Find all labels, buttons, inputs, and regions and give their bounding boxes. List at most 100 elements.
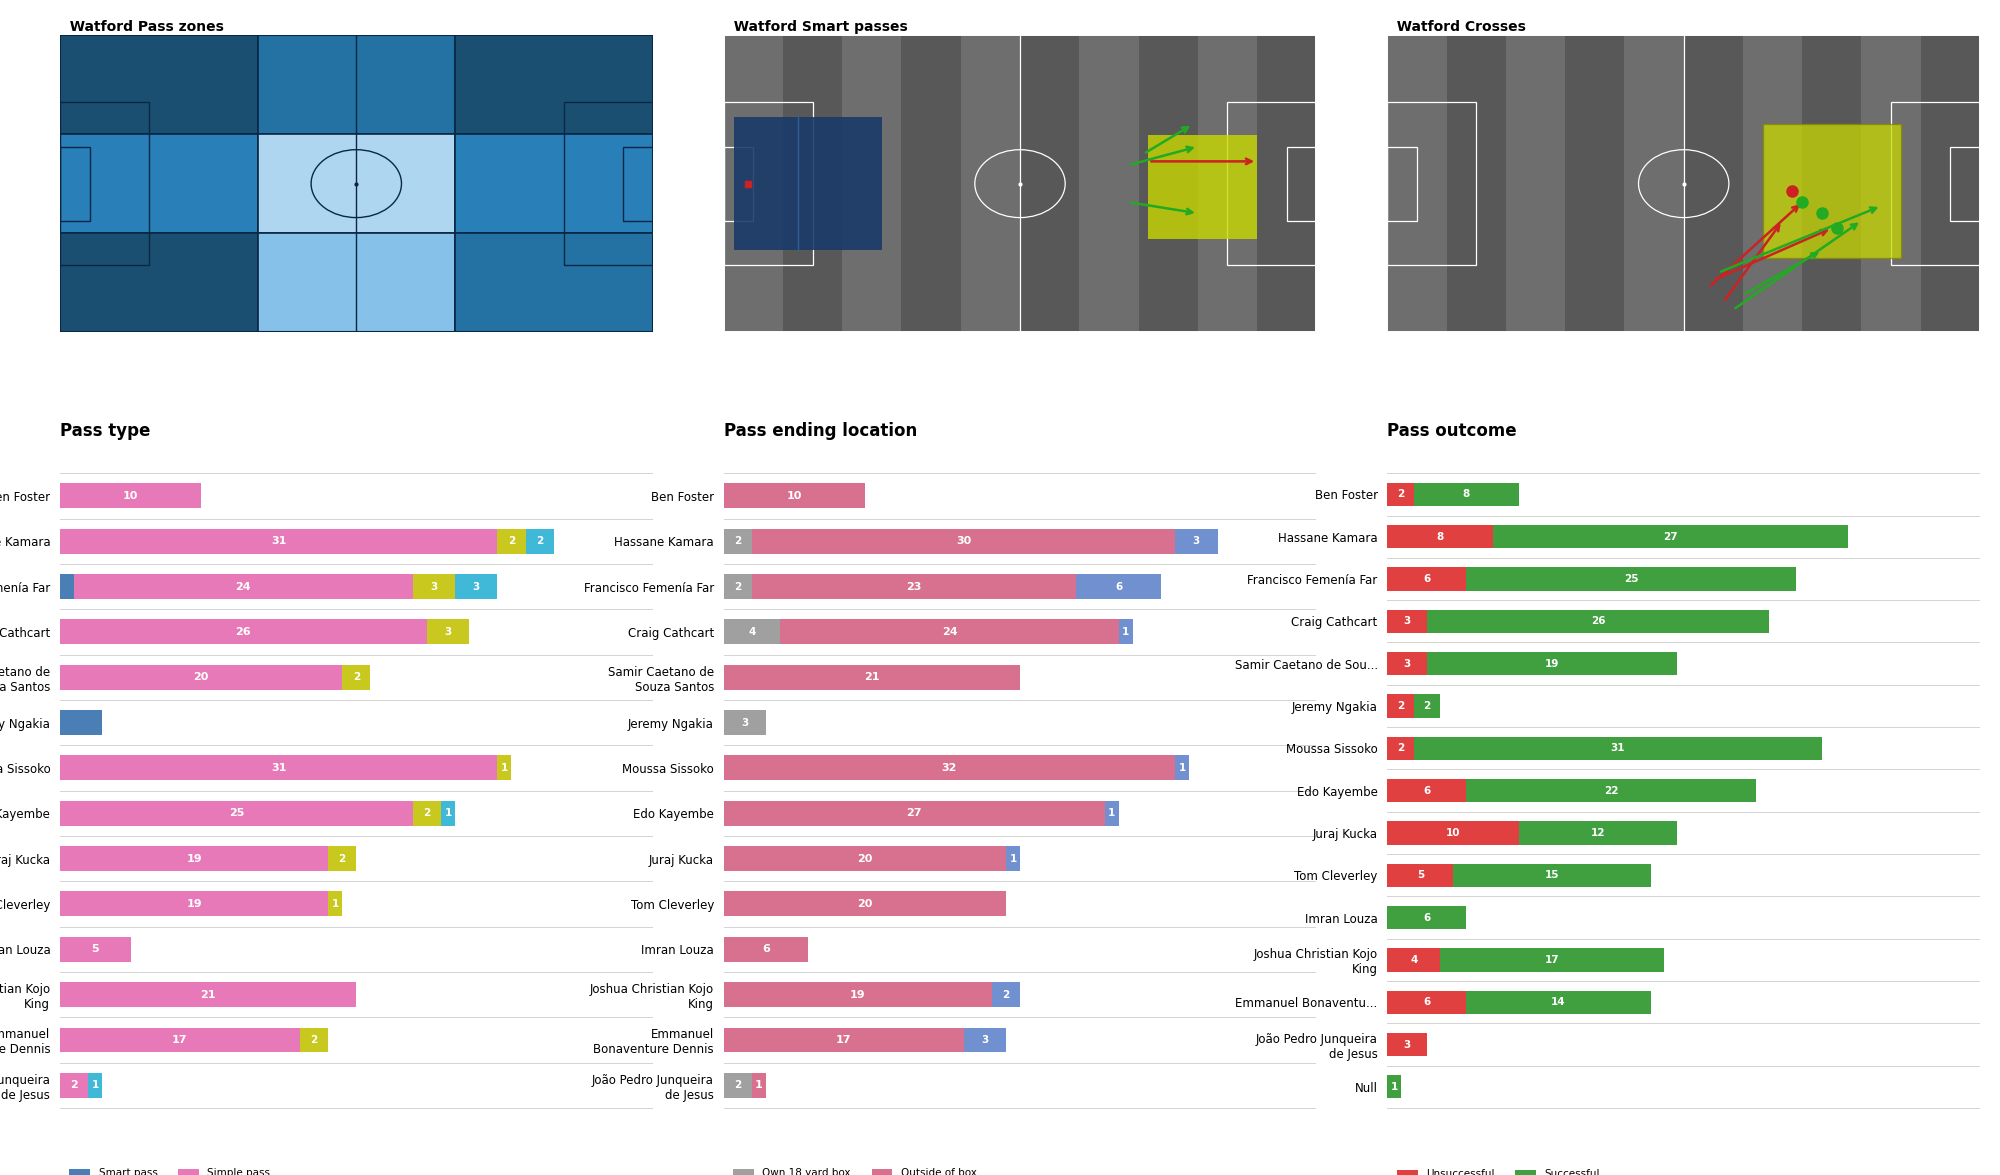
Bar	[1466, 568, 1796, 591]
Bar	[752, 529, 1176, 553]
Text: 1: 1	[92, 1080, 98, 1090]
Text: 2: 2	[734, 1080, 742, 1090]
Bar	[1388, 906, 1466, 929]
Text: 17: 17	[836, 1035, 852, 1045]
Text: 2: 2	[1424, 701, 1430, 711]
Bar	[1388, 991, 1466, 1014]
Bar	[724, 102, 812, 266]
Bar	[1258, 35, 1316, 333]
Text: 10: 10	[122, 491, 138, 501]
Bar	[1624, 35, 1684, 333]
Bar	[60, 233, 258, 333]
Text: 2: 2	[352, 672, 360, 683]
Bar	[780, 619, 1118, 644]
Text: 2: 2	[70, 1080, 78, 1090]
Text: 3: 3	[742, 718, 748, 727]
Text: 25: 25	[1624, 575, 1638, 584]
Bar	[724, 936, 808, 962]
Bar	[752, 575, 1076, 599]
Text: 1: 1	[1108, 808, 1116, 818]
Text: 31: 31	[272, 763, 286, 773]
Bar	[1892, 102, 1980, 266]
Bar	[1920, 35, 1980, 333]
Text: Watford Smart passes: Watford Smart passes	[724, 20, 908, 34]
Text: 2: 2	[1396, 744, 1404, 753]
Text: 2: 2	[536, 536, 544, 546]
Bar	[964, 1027, 1006, 1053]
Bar	[1388, 525, 1492, 549]
Bar	[1492, 525, 1848, 549]
Bar	[1454, 864, 1650, 887]
Text: 6: 6	[1424, 786, 1430, 795]
Bar	[60, 982, 356, 1007]
Bar	[60, 134, 258, 233]
Text: Pass outcome: Pass outcome	[1388, 422, 1518, 439]
Bar	[724, 619, 780, 644]
Text: 6: 6	[1424, 913, 1430, 922]
Bar	[456, 233, 652, 333]
Text: 5: 5	[92, 945, 100, 954]
Bar	[724, 846, 1006, 871]
Bar	[724, 1073, 752, 1097]
Bar	[724, 483, 864, 509]
Bar	[1388, 1033, 1426, 1056]
Text: 6: 6	[1424, 575, 1430, 584]
Bar	[60, 147, 90, 221]
Bar	[1388, 948, 1440, 972]
Text: Watford Pass zones: Watford Pass zones	[60, 20, 224, 34]
Bar	[258, 134, 456, 233]
Bar	[1466, 779, 1756, 803]
Text: 1: 1	[1122, 627, 1130, 637]
Bar	[60, 1073, 88, 1097]
Bar	[1414, 694, 1440, 718]
Text: 2: 2	[1396, 701, 1404, 711]
Bar	[60, 619, 426, 644]
Bar	[1176, 529, 1218, 553]
Bar	[992, 982, 1020, 1007]
Bar	[60, 710, 102, 736]
Bar	[724, 710, 766, 736]
Bar	[1228, 102, 1316, 266]
Bar	[60, 483, 202, 509]
Bar	[412, 801, 440, 826]
Text: 3: 3	[1404, 659, 1410, 669]
Text: 21: 21	[864, 672, 880, 683]
Bar	[1388, 737, 1414, 760]
Bar	[1388, 694, 1414, 718]
Bar	[60, 936, 130, 962]
Bar	[1388, 652, 1426, 676]
Bar	[1388, 821, 1520, 845]
Text: 19: 19	[186, 899, 202, 909]
Bar	[1006, 846, 1020, 871]
Text: 22: 22	[1604, 786, 1618, 795]
Bar	[426, 619, 470, 644]
Bar	[734, 116, 882, 250]
Bar	[1414, 737, 1822, 760]
Bar	[60, 102, 148, 266]
Text: 2: 2	[508, 536, 516, 546]
Text: 17: 17	[1544, 955, 1560, 965]
Text: Pass type: Pass type	[60, 422, 150, 439]
Text: 31: 31	[272, 536, 286, 546]
Text: 6: 6	[1424, 998, 1430, 1007]
Bar	[724, 147, 754, 221]
Text: 1: 1	[500, 763, 508, 773]
Bar	[60, 892, 328, 917]
Text: 6: 6	[762, 945, 770, 954]
Bar	[1466, 991, 1650, 1014]
Text: 3: 3	[1404, 617, 1410, 626]
Bar	[328, 892, 342, 917]
Bar	[1388, 568, 1466, 591]
Bar	[1566, 35, 1624, 333]
Bar	[440, 801, 456, 826]
Text: 23: 23	[906, 582, 922, 591]
Bar	[1426, 652, 1678, 676]
Text: 2: 2	[734, 582, 742, 591]
Text: 20: 20	[194, 672, 208, 683]
Bar	[1742, 35, 1802, 333]
Text: 26: 26	[236, 627, 252, 637]
Bar	[724, 801, 1104, 826]
Text: 1: 1	[1390, 1082, 1398, 1092]
Bar	[60, 665, 342, 690]
Legend: Unsuccessful, Successful: Unsuccessful, Successful	[1392, 1166, 1604, 1175]
